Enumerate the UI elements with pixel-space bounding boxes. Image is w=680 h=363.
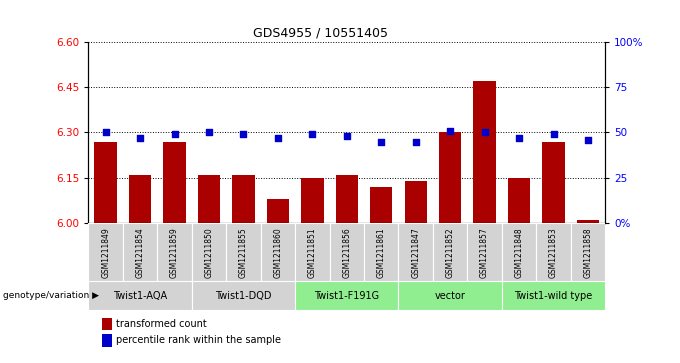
Bar: [433, 223, 467, 281]
Title: GDS4955 / 10551405: GDS4955 / 10551405: [254, 26, 388, 39]
Text: GSM1211857: GSM1211857: [480, 227, 489, 278]
Point: [307, 131, 318, 137]
Point: [203, 130, 214, 135]
Text: GSM1211859: GSM1211859: [170, 227, 179, 278]
Bar: [260, 223, 295, 281]
Text: GSM1211849: GSM1211849: [101, 227, 110, 278]
Point: [583, 137, 594, 143]
Point: [135, 135, 146, 141]
Bar: [192, 281, 295, 310]
Bar: [267, 199, 289, 223]
Point: [341, 133, 352, 139]
Bar: [163, 142, 186, 223]
Text: GSM1211861: GSM1211861: [377, 227, 386, 278]
Bar: [88, 223, 123, 281]
Point: [273, 135, 284, 141]
Bar: [473, 81, 496, 223]
Bar: [233, 175, 254, 223]
Text: GSM1211852: GSM1211852: [445, 227, 455, 278]
Bar: [88, 281, 192, 310]
Bar: [467, 223, 502, 281]
Point: [445, 128, 456, 134]
Bar: [370, 187, 392, 223]
Text: vector: vector: [435, 291, 466, 301]
Bar: [295, 281, 398, 310]
Text: GSM1211860: GSM1211860: [273, 227, 282, 278]
Bar: [537, 223, 571, 281]
Text: GSM1211853: GSM1211853: [549, 227, 558, 278]
Text: GSM1211851: GSM1211851: [308, 227, 317, 278]
Bar: [571, 223, 605, 281]
Bar: [123, 223, 157, 281]
Point: [238, 131, 249, 137]
Bar: [398, 281, 502, 310]
Point: [376, 139, 387, 144]
Bar: [502, 281, 605, 310]
Bar: [198, 175, 220, 223]
Bar: [295, 223, 330, 281]
Bar: [192, 223, 226, 281]
Point: [410, 139, 421, 144]
Bar: [301, 178, 324, 223]
Text: transformed count: transformed count: [116, 319, 206, 329]
Point: [169, 131, 180, 137]
Bar: [508, 178, 530, 223]
Bar: [226, 223, 260, 281]
Point: [479, 130, 490, 135]
Bar: [502, 223, 537, 281]
Bar: [439, 132, 461, 223]
Point: [548, 131, 559, 137]
Point: [100, 130, 111, 135]
Text: genotype/variation ▶: genotype/variation ▶: [3, 291, 99, 300]
Bar: [398, 223, 433, 281]
Text: percentile rank within the sample: percentile rank within the sample: [116, 335, 281, 346]
Text: GSM1211848: GSM1211848: [515, 227, 524, 278]
Bar: [95, 142, 117, 223]
Text: GSM1211855: GSM1211855: [239, 227, 248, 278]
Text: GSM1211847: GSM1211847: [411, 227, 420, 278]
Bar: [364, 223, 398, 281]
Point: [513, 135, 524, 141]
Text: Twist1-F191G: Twist1-F191G: [314, 291, 379, 301]
Bar: [543, 142, 564, 223]
Bar: [330, 223, 364, 281]
Text: GSM1211856: GSM1211856: [342, 227, 352, 278]
Bar: [129, 175, 151, 223]
Bar: [336, 175, 358, 223]
Text: Twist1-AQA: Twist1-AQA: [113, 291, 167, 301]
Bar: [577, 220, 599, 223]
Text: GSM1211854: GSM1211854: [135, 227, 145, 278]
Text: GSM1211850: GSM1211850: [205, 227, 214, 278]
Bar: [157, 223, 192, 281]
Text: Twist1-DQD: Twist1-DQD: [215, 291, 272, 301]
Text: Twist1-wild type: Twist1-wild type: [514, 291, 593, 301]
Text: GSM1211858: GSM1211858: [583, 227, 592, 278]
Bar: [405, 181, 427, 223]
